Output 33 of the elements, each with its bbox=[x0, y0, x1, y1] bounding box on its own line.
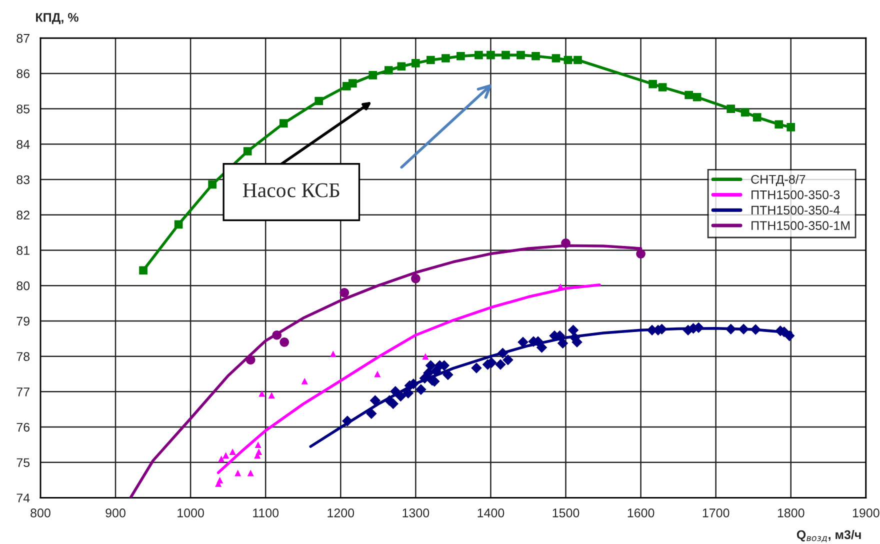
y-axis-title: КПД, % bbox=[36, 13, 78, 24]
x-tick-label: 1700 bbox=[702, 508, 730, 518]
x-tick-label: 1800 bbox=[778, 508, 804, 518]
y-tick-label: 80 bbox=[16, 281, 30, 290]
y-tick-label: 86 bbox=[16, 69, 30, 78]
y-tick-label: 84 bbox=[16, 140, 30, 149]
y-tick-label: 75 bbox=[16, 458, 30, 468]
x-tick-label: 1300 bbox=[402, 508, 430, 518]
y-tick-label: 85 bbox=[16, 104, 30, 114]
legend-label: ПТН1500-350-1М bbox=[752, 221, 850, 230]
y-tick-label: 74 bbox=[16, 494, 30, 502]
legend-label: СНТД-8/7 bbox=[751, 174, 806, 186]
legend-label: ПТН1500-350-3 bbox=[752, 190, 840, 200]
x-tick-label: 1500 bbox=[552, 508, 580, 518]
x-tick-label: 1100 bbox=[253, 508, 279, 518]
x-tick-label: 1400 bbox=[478, 508, 504, 518]
x-tick-label: 1600 bbox=[628, 508, 654, 518]
x-tick-label: 900 bbox=[106, 508, 126, 518]
x-tick-label: 1200 bbox=[328, 508, 354, 518]
y-tick-label: 77 bbox=[16, 388, 30, 396]
y-tick-label: 81 bbox=[16, 246, 30, 255]
annotation: Насос КСБ bbox=[242, 183, 340, 198]
y-tick-label: 76 bbox=[16, 422, 30, 432]
x-tick-label: 1000 bbox=[178, 508, 204, 518]
x-tick-label: 1900 bbox=[852, 508, 880, 518]
x-tick-label: 800 bbox=[30, 508, 50, 518]
y-tick-label: 79 bbox=[16, 316, 30, 326]
y-tick-label: 83 bbox=[16, 175, 30, 184]
y-tick-label: 82 bbox=[16, 210, 30, 220]
legend-label: ПТН1500-350-4 bbox=[752, 206, 840, 215]
x-axis-title: Q$_{возд}$, м3/ч bbox=[796, 530, 861, 542]
y-tick-label: 78 bbox=[16, 352, 30, 361]
y-tick-label: 87 bbox=[16, 34, 30, 43]
